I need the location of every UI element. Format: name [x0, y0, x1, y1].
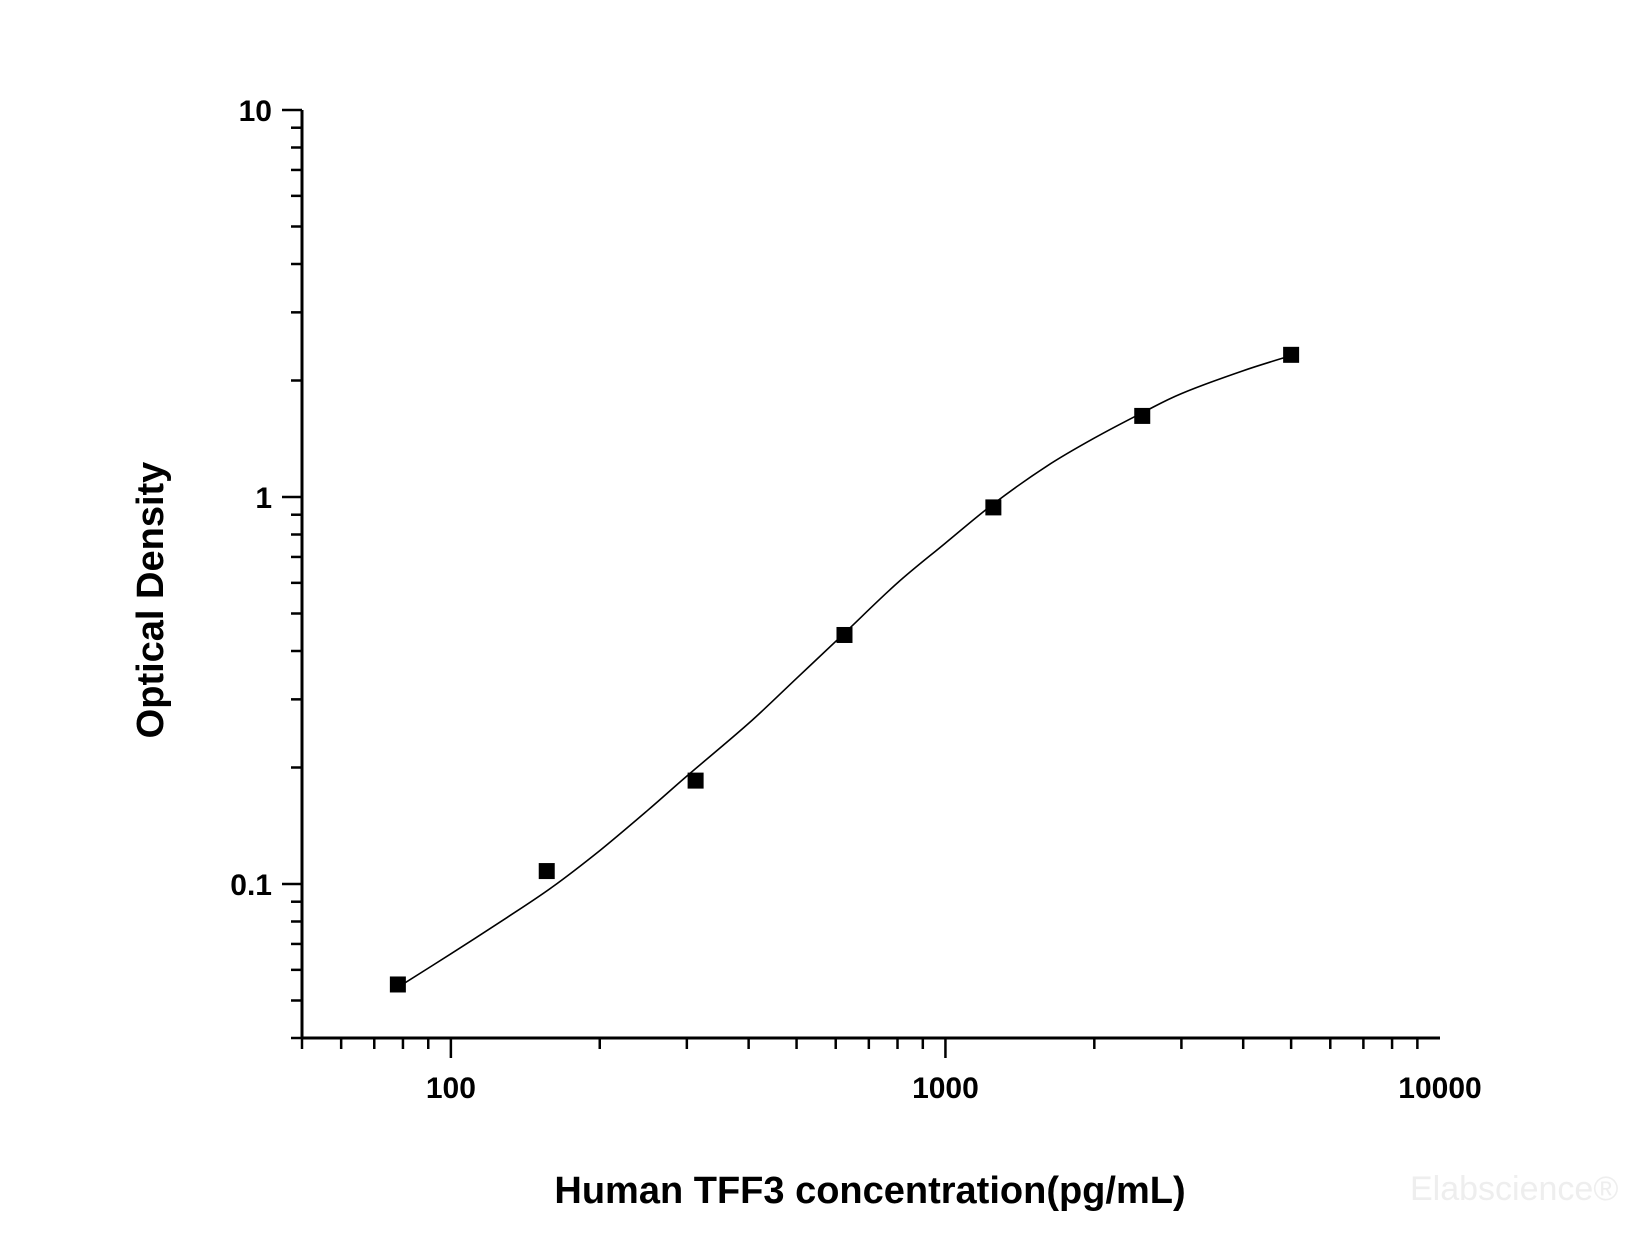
- data-point: [836, 626, 853, 643]
- data-point: [687, 772, 704, 789]
- x-tick-label: 10000: [1398, 1072, 1481, 1105]
- axes: [282, 108, 1440, 1058]
- data-point: [1283, 346, 1300, 363]
- tick-labels: 100 1000 10000 0.1 1 10: [230, 95, 1481, 1105]
- data-points: [389, 346, 1300, 993]
- y-axis-title: Optical Density: [130, 462, 172, 739]
- fit-curve: [397, 354, 1292, 989]
- x-axis-title: Human TFF3 concentration(pg/mL): [554, 1170, 1185, 1212]
- x-tick-label: 100: [426, 1072, 476, 1105]
- data-point: [538, 863, 555, 880]
- data-point: [985, 499, 1002, 516]
- watermark-logo: Elabscience®: [1410, 1170, 1618, 1208]
- x-tick-label: 1000: [912, 1072, 979, 1105]
- data-point: [389, 976, 406, 993]
- y-tick-label: 1: [255, 482, 272, 515]
- y-tick-label: 10: [239, 95, 272, 128]
- data-point: [1134, 407, 1151, 424]
- y-tick-label: 0.1: [230, 869, 272, 902]
